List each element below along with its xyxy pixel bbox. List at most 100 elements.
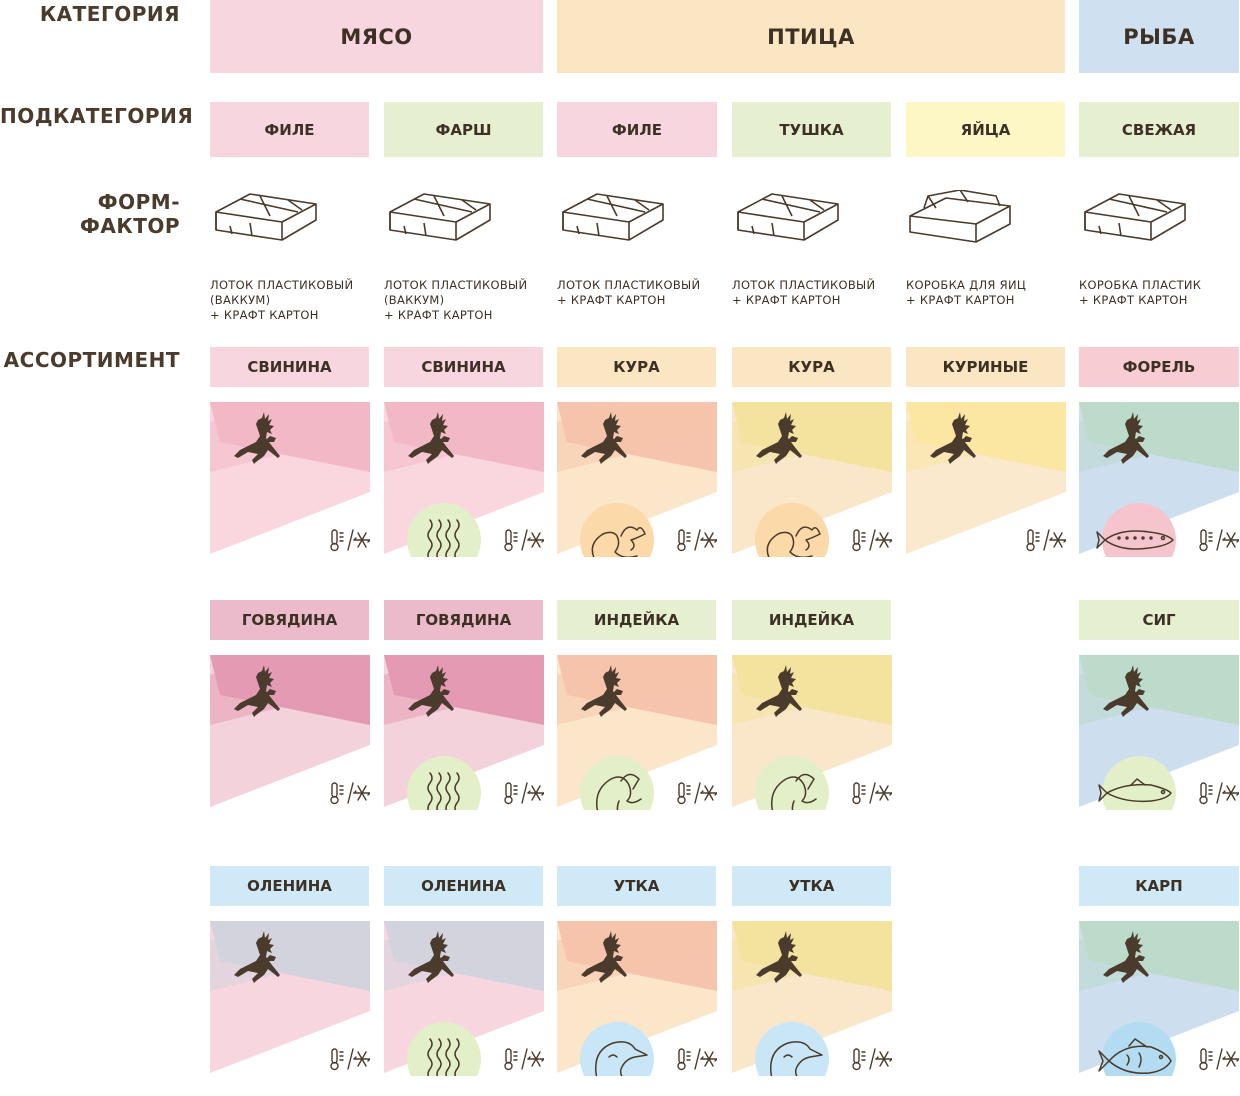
assortment-label: УТКА bbox=[732, 866, 891, 906]
mince-icon bbox=[407, 503, 481, 557]
trout-icon bbox=[1096, 503, 1176, 557]
subcategory-1: ФАРШ bbox=[384, 102, 543, 157]
packaging-2: ЛОТОК ПЛАСТИКОВЫЙ + КРАФТ КАРТОН bbox=[557, 190, 717, 308]
assortment-label: ГОВЯДИНА bbox=[210, 600, 369, 640]
assortment-label: СИГ bbox=[1079, 600, 1239, 640]
assortment-card bbox=[1079, 655, 1239, 810]
packaging-caption: ЛОТОК ПЛАСТИКОВЫЙ (ВАККУМ) + КРАФТ КАРТО… bbox=[210, 278, 354, 322]
tray-icon bbox=[562, 193, 664, 241]
subcategory-3: ТУШКА bbox=[732, 102, 891, 157]
deer-icon bbox=[1103, 931, 1149, 983]
assortment-card bbox=[384, 402, 544, 557]
subcategory-row-label: ПОДКАТЕГОРИЯ bbox=[0, 104, 194, 128]
subcategory-0: ФИЛЕ bbox=[210, 102, 369, 157]
deer-icon bbox=[1103, 412, 1149, 464]
deer-icon bbox=[581, 665, 627, 717]
deer-icon bbox=[1103, 665, 1149, 717]
category-fish: РЫБА bbox=[1079, 0, 1239, 73]
packaging-caption: ЛОТОК ПЛАСТИКОВЫЙ (ВАККУМ) + КРАФТ КАРТО… bbox=[384, 278, 528, 322]
temperature-snowflake-icon bbox=[1199, 782, 1239, 805]
assortment-label: КАРП bbox=[1079, 866, 1239, 906]
assortment-label: КУРА bbox=[557, 347, 716, 387]
assortment-card bbox=[732, 921, 892, 1076]
packaging-0: ЛОТОК ПЛАСТИКОВЫЙ (ВАККУМ) + КРАФТ КАРТО… bbox=[210, 190, 370, 323]
packaging-caption: КОРОБКА ДЛЯ ЯИЦ + КРАФТ КАРТОН bbox=[906, 278, 1027, 307]
category-meat: МЯСО bbox=[210, 0, 543, 73]
category-row-label: КАТЕГОРИЯ bbox=[39, 2, 180, 26]
assortment-label: ОЛЕНИНА bbox=[210, 866, 369, 906]
deer-icon bbox=[581, 931, 627, 983]
assortment-card bbox=[210, 921, 370, 1076]
subcategory-2: ФИЛЕ bbox=[557, 102, 717, 157]
assortment-label: КУРИНЫЕ bbox=[906, 347, 1065, 387]
temperature-snowflake-icon bbox=[330, 782, 370, 805]
tray-icon bbox=[737, 193, 839, 241]
whitefish-icon bbox=[1098, 756, 1176, 810]
assortment-card bbox=[557, 921, 717, 1076]
temperature-snowflake-icon bbox=[330, 529, 370, 552]
temperature-snowflake-icon bbox=[504, 1048, 544, 1071]
rooster-icon bbox=[580, 503, 654, 557]
packaging-caption: ЛОТОК ПЛАСТИКОВЫЙ + КРАФТ КАРТОН bbox=[557, 278, 701, 307]
assortment-card bbox=[210, 655, 370, 810]
packaging-caption: ЛОТОК ПЛАСТИКОВЫЙ + КРАФТ КАРТОН bbox=[732, 278, 876, 307]
deer-icon bbox=[408, 665, 454, 717]
assortment-row-label: АССОРТИМЕНТ bbox=[3, 348, 180, 372]
deer-icon bbox=[234, 412, 280, 464]
deer-icon bbox=[930, 412, 976, 464]
assortment-card bbox=[210, 402, 370, 557]
deer-icon bbox=[234, 665, 280, 717]
temperature-snowflake-icon bbox=[852, 782, 892, 805]
tray-icon bbox=[389, 193, 491, 241]
temperature-snowflake-icon bbox=[1199, 1048, 1239, 1071]
temperature-snowflake-icon bbox=[504, 529, 544, 552]
assortment-label: ИНДЕЙКА bbox=[732, 600, 891, 640]
tray-icon bbox=[215, 193, 317, 241]
temperature-snowflake-icon bbox=[852, 1048, 892, 1071]
assortment-label: ГОВЯДИНА bbox=[384, 600, 543, 640]
assortment-label: ОЛЕНИНА bbox=[384, 866, 543, 906]
goose-icon bbox=[580, 1022, 654, 1076]
deer-icon bbox=[234, 931, 280, 983]
temperature-snowflake-icon bbox=[1026, 529, 1066, 552]
assortment-card bbox=[384, 921, 544, 1076]
temperature-snowflake-icon bbox=[330, 1048, 370, 1071]
deer-icon bbox=[756, 931, 802, 983]
turkey-icon bbox=[755, 756, 829, 810]
assortment-card bbox=[732, 655, 892, 810]
goose-icon bbox=[755, 1022, 829, 1076]
assortment-card bbox=[557, 402, 717, 557]
assortment-card bbox=[1079, 402, 1239, 557]
assortment-label: ФОРЕЛЬ bbox=[1079, 347, 1239, 387]
packaging-caption: КОРОБКА ПЛАСТИК + КРАФТ КАРТОН bbox=[1079, 278, 1202, 307]
deer-icon bbox=[581, 412, 627, 464]
turkey-icon bbox=[580, 756, 654, 810]
rooster-icon bbox=[755, 503, 829, 557]
assortment-label: ИНДЕЙКА bbox=[557, 600, 716, 640]
deer-icon bbox=[756, 412, 802, 464]
assortment-card bbox=[1079, 921, 1239, 1076]
subcategory-5: СВЕЖАЯ bbox=[1079, 102, 1239, 157]
temperature-snowflake-icon bbox=[677, 529, 717, 552]
packaging-4: КОРОБКА ДЛЯ ЯИЦ + КРАФТ КАРТОН bbox=[906, 190, 1066, 308]
temperature-snowflake-icon bbox=[1199, 529, 1239, 552]
deer-icon bbox=[408, 931, 454, 983]
temperature-snowflake-icon bbox=[852, 529, 892, 552]
mince-icon bbox=[407, 756, 481, 810]
packaging-5: КОРОБКА ПЛАСТИК + КРАФТ КАРТОН bbox=[1079, 190, 1239, 308]
assortment-label: КУРА bbox=[732, 347, 891, 387]
temperature-snowflake-icon bbox=[677, 1048, 717, 1071]
egg-box-icon bbox=[909, 190, 1011, 243]
assortment-label: СВИНИНА bbox=[210, 347, 369, 387]
temperature-snowflake-icon bbox=[504, 782, 544, 805]
temperature-snowflake-icon bbox=[677, 782, 717, 805]
tray-icon bbox=[1084, 193, 1186, 241]
assortment-card bbox=[384, 655, 544, 810]
assortment-card bbox=[906, 402, 1066, 557]
subcategory-4: ЯЙЦА bbox=[906, 102, 1065, 157]
assortment-card bbox=[732, 402, 892, 557]
assortment-label: УТКА bbox=[557, 866, 716, 906]
form-factor-row-label: ФОРМ-ФАКТОР bbox=[80, 190, 180, 238]
assortment-card bbox=[557, 655, 717, 810]
packaging-1: ЛОТОК ПЛАСТИКОВЫЙ (ВАККУМ) + КРАФТ КАРТО… bbox=[384, 190, 544, 323]
